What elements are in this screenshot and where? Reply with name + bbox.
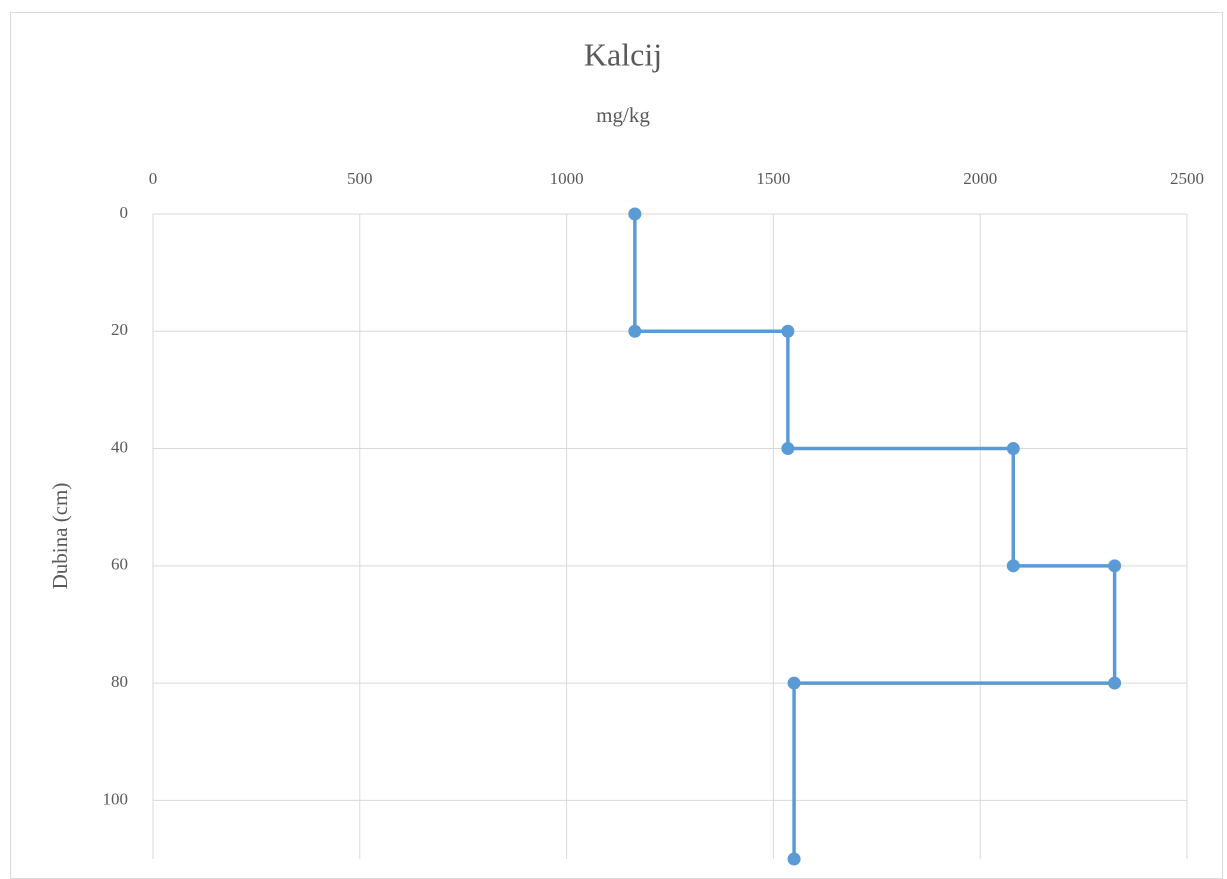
chart-frame	[10, 12, 1223, 879]
data-point	[1006, 559, 1020, 573]
data-point	[787, 852, 801, 866]
chart-title: Kalcij	[584, 36, 662, 72]
data-point	[787, 676, 801, 690]
data-point	[1108, 676, 1122, 690]
x-tick-label: 2500	[1170, 169, 1204, 188]
data-point	[628, 207, 642, 221]
y-tick-label: 80	[111, 672, 128, 691]
series-line	[633, 214, 1117, 859]
y-axis-label: Dubina (cm)	[48, 483, 72, 590]
x-tick-label: 500	[347, 169, 373, 188]
x-tick-label: 1500	[756, 169, 790, 188]
x-axis-label: mg/kg	[596, 103, 650, 127]
x-tick-label: 1000	[550, 169, 584, 188]
data-point	[628, 324, 642, 338]
y-tick-label: 20	[111, 320, 128, 339]
y-tick-label: 60	[111, 555, 128, 574]
data-point	[1108, 559, 1122, 573]
data-point	[781, 324, 795, 338]
data-point	[781, 442, 795, 456]
y-tick-label: 100	[103, 789, 129, 808]
y-tick-label: 0	[120, 203, 129, 222]
x-tick-label: 2000	[963, 169, 997, 188]
y-tick-label: 40	[111, 437, 128, 456]
x-tick-label: 0	[149, 169, 158, 188]
data-point	[1006, 442, 1020, 456]
